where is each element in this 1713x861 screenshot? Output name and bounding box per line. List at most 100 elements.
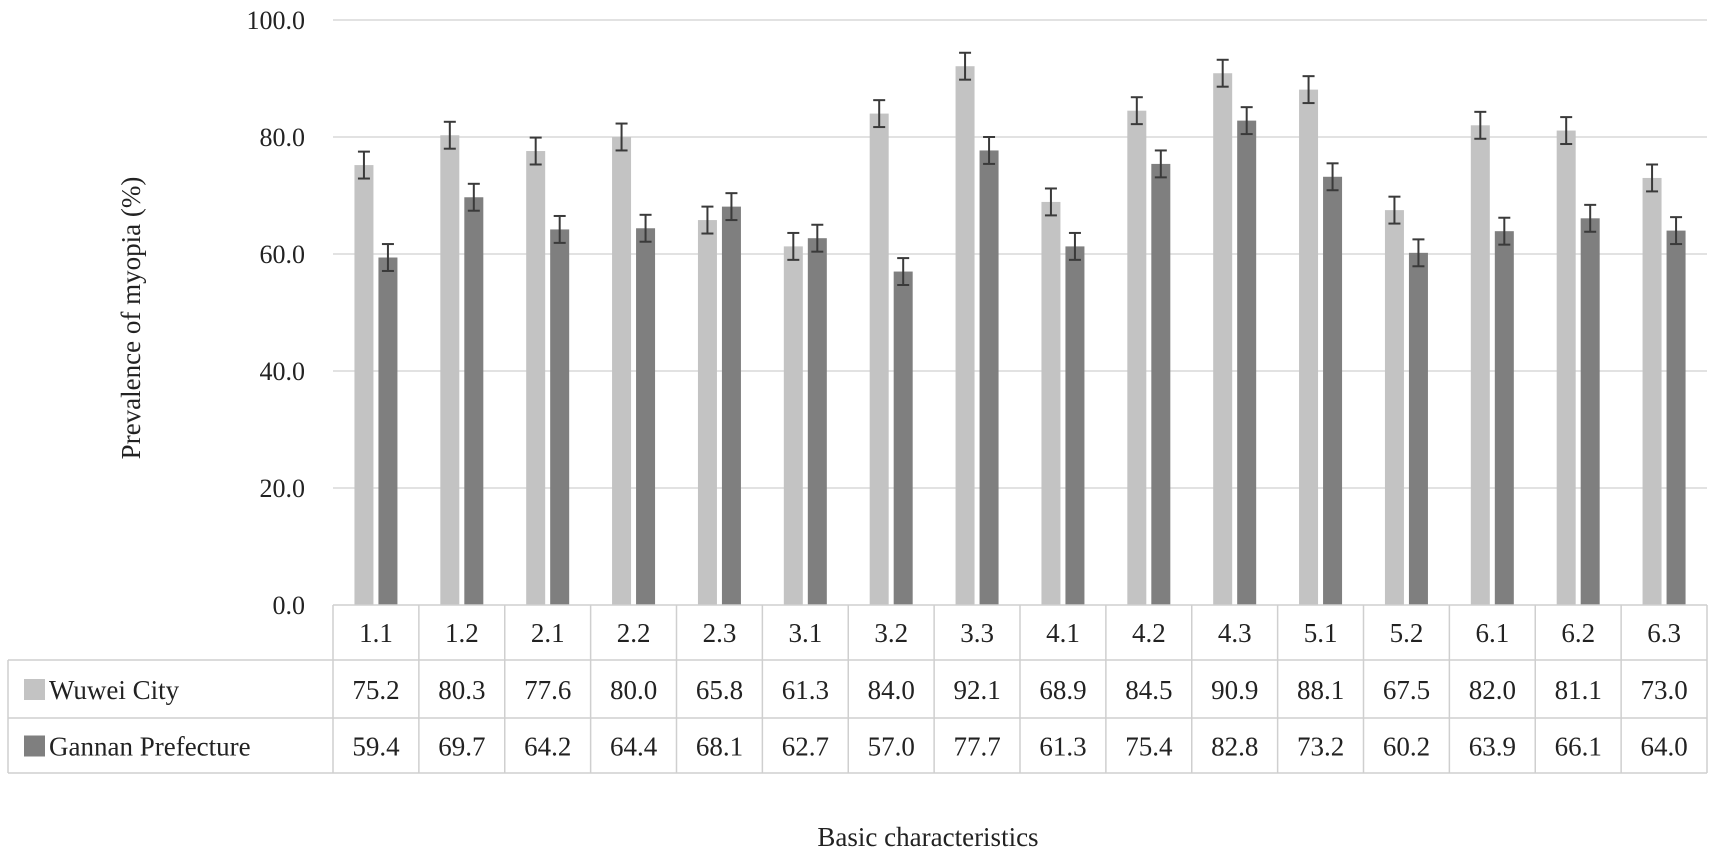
data-label: 75.4: [1125, 732, 1173, 762]
bar-gannan-4.2: [1151, 163, 1171, 605]
error-bar: [725, 192, 738, 222]
bar-wuwei-4.2: [1127, 110, 1147, 606]
legend-label-wuwei: Wuwei City: [49, 675, 180, 705]
y-tick-label: 0.0: [273, 591, 306, 620]
x-tick-label: 2.1: [531, 618, 565, 648]
x-tick-label: 2.3: [703, 618, 737, 648]
error-bar: [1044, 187, 1057, 217]
error-bar: [1412, 238, 1425, 268]
bar-gannan-1.2: [464, 197, 484, 605]
x-tick-label: 4.1: [1046, 618, 1080, 648]
error-bar: [639, 213, 652, 243]
data-label: 67.5: [1383, 675, 1430, 705]
error-bar: [1646, 163, 1659, 193]
data-label: 77.7: [953, 732, 1000, 762]
legend-swatch-wuwei: [24, 679, 45, 700]
error-bar: [1474, 110, 1487, 140]
error-bar: [1498, 216, 1511, 246]
error-bar: [983, 136, 996, 165]
error-bar: [1240, 106, 1253, 136]
data-label: 82.0: [1469, 675, 1516, 705]
bar-wuwei-3.1: [783, 246, 803, 605]
error-bar: [1388, 195, 1401, 225]
x-tick-label: 6.2: [1561, 618, 1595, 648]
bar-wuwei-2.1: [526, 151, 546, 606]
data-label: 64.4: [610, 732, 658, 762]
bars: [354, 66, 1686, 606]
data-label: 81.1: [1555, 675, 1602, 705]
error-bar: [1216, 58, 1229, 88]
bar-wuwei-5.2: [1384, 210, 1404, 605]
y-axis-label: Prevalence of myopia (%): [116, 177, 146, 460]
error-bar: [1068, 231, 1081, 261]
bar-gannan-3.2: [893, 271, 913, 605]
error-bar: [897, 257, 910, 287]
bar-gannan-6.2: [1580, 218, 1600, 605]
data-label: 63.9: [1469, 732, 1516, 762]
error-bar: [467, 182, 480, 212]
bar-gannan-4.3: [1237, 120, 1257, 606]
x-tick-label: 6.3: [1647, 618, 1681, 648]
x-tick-label: 4.2: [1132, 618, 1166, 648]
data-label: 80.0: [610, 675, 657, 705]
bar-gannan-4.1: [1065, 246, 1085, 605]
error-bar: [787, 231, 800, 261]
data-label: 84.5: [1125, 675, 1172, 705]
data-label: 64.0: [1640, 732, 1687, 762]
bar-wuwei-6.2: [1556, 130, 1576, 605]
y-tick-label: 60.0: [260, 240, 306, 269]
y-tick-label: 80.0: [260, 123, 306, 152]
error-bar: [443, 120, 456, 150]
error-bar: [553, 214, 566, 244]
data-label: 59.4: [352, 732, 400, 762]
error-bars: [357, 51, 1683, 287]
error-bar: [1670, 216, 1683, 246]
data-label: 73.0: [1640, 675, 1687, 705]
bar-wuwei-1.2: [440, 135, 460, 605]
error-bar: [1326, 162, 1339, 192]
bar-wuwei-5.1: [1299, 89, 1319, 606]
data-label: 66.1: [1555, 732, 1602, 762]
data-label: 62.7: [782, 732, 829, 762]
data-label: 84.0: [868, 675, 915, 705]
error-bar: [529, 136, 542, 166]
error-bar: [1584, 203, 1597, 233]
y-tick-label: 20.0: [260, 474, 306, 503]
error-bar: [381, 243, 394, 272]
data-label: 90.9: [1211, 675, 1258, 705]
bar-wuwei-2.3: [697, 220, 717, 605]
bar-gannan-3.3: [979, 150, 999, 605]
data-label: 77.6: [524, 675, 571, 705]
bar-gannan-3.1: [807, 238, 827, 605]
legend-label-gannan: Gannan Prefecture: [49, 732, 251, 762]
bar-wuwei-4.3: [1213, 73, 1233, 606]
y-tick-label: 40.0: [260, 357, 306, 386]
bar-gannan-2.1: [550, 229, 570, 605]
data-label: 68.1: [696, 732, 743, 762]
bar-wuwei-2.2: [612, 137, 632, 605]
x-tick-label: 5.1: [1304, 618, 1338, 648]
bar-gannan-5.2: [1408, 252, 1428, 605]
bar-wuwei-6.3: [1642, 177, 1662, 605]
data-table: 1.1 1.2 2.1 2.2 2.3 3.1 3.2 3.3 4.1 4.2 4.3 5.1 5.2 6…: [7, 604, 1708, 774]
data-label: 64.2: [524, 732, 571, 762]
error-bar: [701, 205, 714, 235]
error-bar: [615, 122, 628, 152]
error-bar: [1154, 149, 1167, 179]
data-label: 61.3: [782, 675, 829, 705]
bar-wuwei-4.1: [1041, 201, 1061, 605]
data-label: 73.2: [1297, 732, 1344, 762]
bar-gannan-5.1: [1323, 176, 1343, 605]
error-bar: [1302, 75, 1315, 105]
x-tick-label: 1.2: [445, 618, 479, 648]
x-axis-label: Basic characteristics: [817, 822, 1038, 852]
y-axis-ticks: 0.0 20.0 40.0 60.0 80.0 100.0: [247, 6, 306, 620]
data-label: 57.0: [868, 732, 915, 762]
x-tick-label: 2.2: [617, 618, 651, 648]
bar-gannan-2.2: [636, 228, 656, 605]
bar-gannan-6.3: [1666, 230, 1686, 605]
x-tick-label: 3.2: [874, 618, 908, 648]
error-bar: [1130, 96, 1143, 126]
data-label: 61.3: [1039, 732, 1086, 762]
